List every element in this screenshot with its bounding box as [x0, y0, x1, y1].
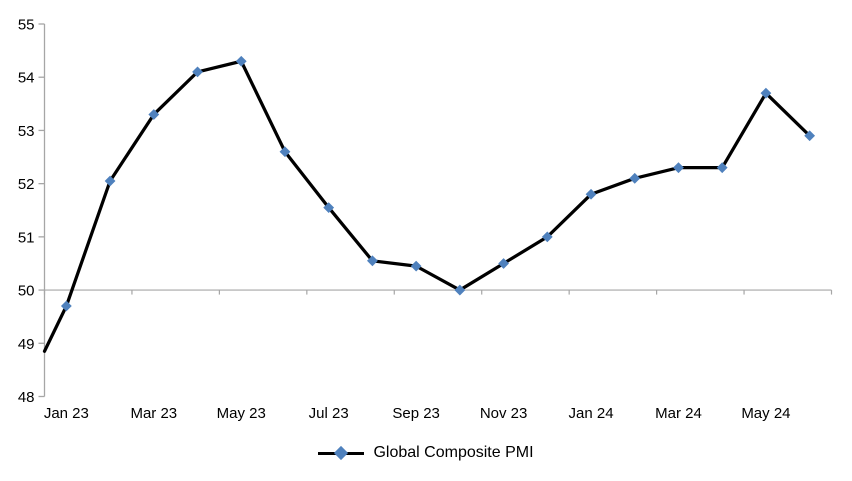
y-axis-tick-label: 55: [18, 17, 35, 34]
data-point-marker: [454, 284, 466, 296]
data-point-marker: [585, 188, 597, 200]
x-axis-tick-label: Nov 23: [480, 405, 528, 422]
x-axis-tick-label: Mar 23: [130, 405, 177, 422]
data-point-marker: [104, 175, 116, 187]
data-point-marker: [760, 87, 772, 99]
data-point-marker: [716, 162, 728, 174]
y-axis-tick-label: 50: [18, 283, 35, 300]
legend-diamond-icon: [334, 445, 349, 461]
x-axis-tick-label: Jul 23: [309, 405, 349, 422]
y-axis-tick-label: 51: [18, 229, 35, 246]
x-axis-tick-label: Jan 23: [44, 405, 89, 422]
x-axis-tick-label: Sep 23: [392, 405, 440, 422]
data-point-marker: [673, 162, 684, 174]
data-point-marker: [498, 258, 509, 269]
data-point-marker: [629, 172, 641, 184]
x-axis-tick-label: May 23: [217, 405, 266, 422]
legend-marker-icon: [318, 445, 365, 461]
data-point-marker: [148, 109, 160, 120]
x-axis-tick-label: Mar 24: [655, 405, 702, 422]
y-axis-tick-label: 52: [18, 176, 35, 193]
data-point-marker: [192, 66, 203, 78]
data-point-marker: [367, 255, 378, 267]
y-axis-tick-label: 53: [18, 123, 35, 140]
y-axis-tick-label: 48: [18, 389, 35, 406]
legend-label: Global Composite PMI: [373, 444, 534, 461]
data-point-marker: [323, 202, 335, 213]
data-point-marker: [279, 146, 291, 158]
data-point-marker: [410, 260, 422, 272]
data-point-marker: [541, 231, 553, 243]
y-axis-tick-label: 49: [18, 336, 35, 353]
data-point-marker: [235, 55, 247, 67]
x-axis-tick-label: Jan 24: [569, 405, 614, 422]
data-point-marker: [60, 300, 72, 312]
legend: Global Composite PMI: [0, 441, 852, 465]
data-point-marker: [804, 130, 816, 142]
x-axis-tick-label: May 24: [741, 405, 790, 422]
global-composite-pmi-line-chart: 48 49 50 51 52 53 54 55 Jan 23 Mar 23 May 23 Jul 23…: [18, 17, 833, 422]
pmi-series-line: [42, 59, 812, 353]
y-axis-tick-label: 54: [18, 70, 35, 87]
